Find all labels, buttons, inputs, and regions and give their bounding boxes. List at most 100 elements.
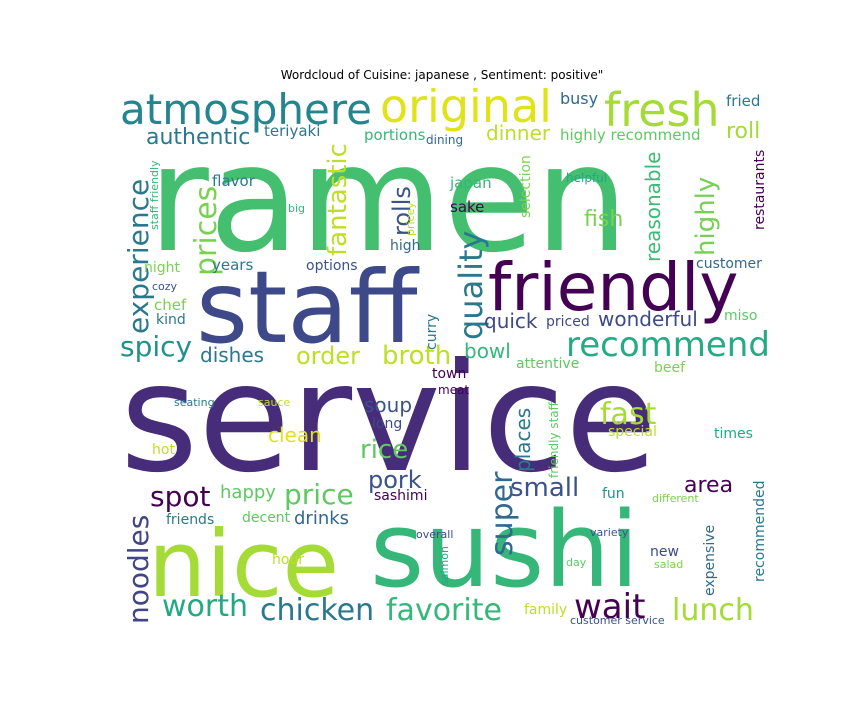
word-wonderful: wonderful (598, 307, 698, 331)
word-new: new (650, 544, 679, 560)
word-highly-recommend: highly recommend (560, 126, 701, 144)
word-flavor: flavor (212, 172, 256, 190)
word-high: high (390, 238, 421, 254)
word-dining: dining (426, 133, 463, 147)
word-cloud-canvas: service ramen sushi staff nice friendly atmosp… (120, 88, 770, 628)
word-spicy: spicy (120, 330, 192, 363)
word-meat: meat (438, 383, 469, 397)
word-fun: fun (602, 486, 625, 502)
word-quality: quality (452, 231, 490, 340)
word-fantastic: fantastic (323, 143, 353, 256)
word-small: small (510, 473, 579, 503)
word-happy: happy (220, 482, 276, 503)
word-authentic: authentic (146, 125, 250, 150)
word-priced: priced (546, 314, 590, 330)
word-teriyaki: teriyaki (264, 122, 320, 140)
word-selection: selection (518, 155, 534, 218)
word-busy: busy (560, 89, 598, 108)
word-worth: worth (162, 589, 248, 624)
word-fish: fish (584, 207, 623, 232)
word-price: price (284, 478, 354, 511)
word-special: special (608, 424, 657, 440)
word-super: super (485, 471, 520, 556)
word-times: times (714, 426, 753, 442)
word-dishes: dishes (200, 343, 264, 367)
word-options: options (306, 258, 358, 274)
word-decent: decent (242, 510, 291, 526)
word-cozy: cozy (152, 280, 178, 293)
word-big: big (288, 202, 305, 215)
word-family: family (524, 602, 567, 618)
word-cloud: service ramen sushi staff nice friendly atmosp… (118, 88, 770, 630)
word-sake: sake (450, 198, 484, 216)
word-places: places (511, 408, 535, 472)
word-beef: beef (654, 360, 686, 376)
word-dinner: dinner (486, 121, 551, 145)
word-favorite: favorite (386, 593, 502, 628)
word-japan: japan (449, 174, 492, 192)
word-pork: pork (368, 466, 422, 494)
word-attentive: attentive (516, 356, 579, 372)
word-restaurants: restaurants (752, 150, 768, 230)
word-atmosphere: atmosphere (120, 88, 372, 134)
word-recommended: recommended (752, 481, 768, 582)
word-reasonable: reasonable (641, 152, 665, 263)
word-nice: nice (148, 511, 339, 618)
word-sashimi: sashimi (374, 488, 427, 504)
word-portions: portions (364, 126, 426, 144)
word-wait: wait (574, 587, 645, 627)
word-town: town (432, 366, 466, 382)
word-hour: hour (272, 552, 304, 568)
word-friendly: friendly (488, 249, 738, 326)
word-salmon: salmon (438, 546, 451, 586)
word-lunch: lunch (672, 593, 754, 628)
word-expensive: expensive (702, 525, 718, 596)
word-night: night (144, 260, 181, 276)
word-prices: prices (189, 186, 224, 276)
word-variety: variety (590, 526, 629, 539)
word-hot: hot (152, 442, 175, 458)
word-different: different (652, 492, 699, 505)
word-fried: fried (726, 92, 760, 110)
word-area: area (684, 473, 733, 498)
word-overall: overall (416, 528, 453, 541)
word-sushi: sushi (370, 489, 639, 611)
word-pricey: pricey (404, 202, 417, 236)
word-seating: seating (174, 396, 215, 409)
word-staff-friendly: staff friendly (148, 160, 161, 230)
word-noodles: noodles (122, 515, 155, 624)
word-customer: customer (696, 256, 762, 272)
word-helpful: helpful (566, 171, 607, 185)
word-day: day (566, 556, 587, 569)
word-quick: quick (484, 309, 538, 333)
word-highly: highly (691, 177, 721, 256)
word-original: original (380, 88, 552, 133)
word-salad: salad (654, 558, 683, 571)
word-soup: soup (364, 393, 412, 417)
word-broth: broth (382, 341, 451, 371)
word-bowl: bowl (464, 339, 511, 363)
word-chef: chef (154, 296, 187, 314)
word-friends: friends (166, 512, 214, 528)
word-staff: staff (196, 249, 420, 366)
word-years: years (212, 256, 253, 274)
word-chicken: chicken (260, 593, 374, 628)
word-rice: rice (360, 435, 408, 465)
word-order: order (296, 342, 360, 370)
word-ramen: ramen (148, 113, 629, 285)
word-rolls: rolls (388, 186, 416, 236)
word-kind: kind (156, 312, 186, 328)
word-customer-service: customer service (570, 614, 665, 627)
word-service: service (120, 332, 657, 506)
word-miso: miso (724, 308, 757, 324)
word-fresh: fresh (604, 88, 720, 137)
word-drinks: drinks (294, 508, 349, 529)
word-sauce: sauce (258, 396, 290, 409)
word-spot: spot (150, 480, 210, 513)
chart-title: Wordcloud of Cuisine: japanese , Sentime… (280, 68, 604, 82)
word-clean: clean (268, 423, 322, 447)
word-long: long (372, 416, 402, 432)
word-friendly-staff: friendly staff (547, 401, 561, 478)
word-roll: roll (726, 119, 760, 144)
word-experience: experience (122, 179, 155, 334)
